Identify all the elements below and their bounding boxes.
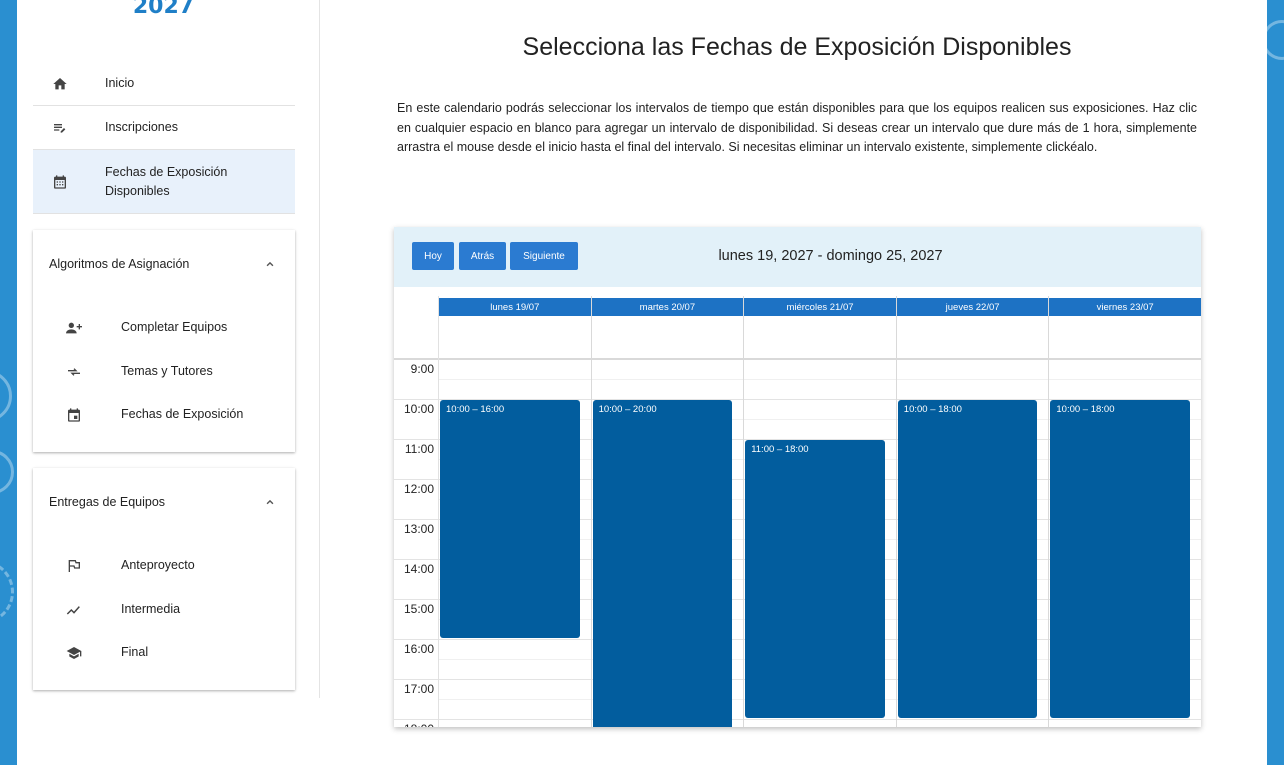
app-frame: 2027 Inicio Inscripciones Fechas de Expo… — [17, 0, 1267, 765]
nav-item-label: Fechas de Exposición Disponibles — [105, 164, 228, 198]
page-title: Selecciona las Fechas de Exposición Disp… — [522, 33, 1072, 61]
intro-text: En este calendario podrás seleccionar lo… — [397, 101, 1197, 155]
date-range-label: lunes 19, 2027 - domingo 25, 2027 — [718, 248, 943, 264]
grid-line — [394, 399, 1201, 400]
availability-interval[interactable]: 10:00 – 16:00 — [440, 400, 580, 638]
day-header: viernes 23/07 — [1049, 298, 1201, 316]
time-label: 14:00 — [403, 562, 434, 576]
availability-interval[interactable]: 10:00 – 18:00 — [897, 400, 1038, 718]
calendar-icon — [51, 173, 69, 191]
edit-list-icon — [51, 119, 69, 137]
chevron-up-icon[interactable] — [263, 495, 277, 509]
grid-line — [394, 719, 1201, 720]
time-label: 11:00 — [404, 442, 434, 456]
section-title[interactable]: Entregas de Equipos — [49, 495, 166, 509]
time-label: 9:00 — [410, 362, 434, 376]
next-button[interactable]: Siguiente — [510, 242, 578, 270]
grid-line — [438, 296, 439, 727]
grid-line — [394, 439, 1201, 440]
nav-item-inscripciones[interactable]: Inscripciones — [33, 106, 295, 150]
grid-line — [438, 419, 1201, 420]
sub-item-label: Final — [121, 645, 149, 659]
grid-line — [895, 296, 897, 727]
nav-item-fechas-disponibles[interactable]: Fechas de Exposición Disponibles — [33, 150, 295, 214]
calendar-toolbar: Hoy Atrás Siguiente lunes 19, 2027 - dom… — [394, 227, 1201, 287]
grid-line — [743, 296, 745, 727]
back-button[interactable]: Atrás — [459, 242, 506, 270]
time-label: 17:00 — [403, 682, 434, 696]
sub-item-completar-equipos[interactable]: Completar Equipos — [33, 308, 295, 348]
sidebar: 2027 Inicio Inscripciones Fechas de Expo… — [17, 0, 320, 698]
compare-arrows-icon — [65, 363, 83, 381]
time-label: 18:00 — [394, 722, 434, 727]
grid-line — [1048, 296, 1050, 727]
availability-interval[interactable]: 10:00 – 18:00 — [1050, 400, 1190, 718]
sub-item-fechas-exposicion[interactable]: Fechas de Exposición — [33, 395, 295, 435]
sub-item-label: Anteproyecto — [121, 558, 195, 572]
day-header: lunes 19/07 — [439, 298, 591, 316]
brand-year: 2027 — [132, 0, 195, 19]
sub-item-label: Temas y Tutores — [121, 364, 213, 378]
sub-item-label: Completar Equipos — [121, 320, 228, 334]
sub-item-temas-tutores[interactable]: Temas y Tutores — [33, 352, 295, 392]
time-label: 12:00 — [403, 482, 434, 496]
section-algoritmos: Algoritmos de Asignación Completar Equip… — [33, 230, 295, 452]
sub-item-label: Fechas de Exposición — [121, 407, 244, 421]
trending-icon — [65, 601, 83, 619]
grid-line — [590, 296, 592, 727]
grid-line — [438, 379, 1201, 380]
day-header: jueves 22/07 — [896, 298, 1049, 316]
time-label: 16:00 — [403, 642, 434, 656]
calendar-grid[interactable]: 9:00 10:00 11:00 12:00 13:00 14:00 15:00 16:00 1… — [394, 296, 1201, 727]
nav-item-label: Inscripciones — [105, 120, 178, 134]
nav-item-label: Inicio — [105, 76, 135, 90]
home-icon — [51, 75, 69, 93]
time-label: 15:00 — [403, 602, 434, 616]
today-button[interactable]: Hoy — [412, 242, 454, 270]
time-label: 13:00 — [403, 522, 434, 536]
group-add-icon — [65, 319, 83, 337]
sub-item-final[interactable]: Final — [33, 633, 295, 673]
availability-calendar: Hoy Atrás Siguiente lunes 19, 2027 - dom… — [394, 227, 1201, 727]
nav-item-inicio[interactable]: Inicio — [33, 62, 295, 106]
grid-line — [394, 358, 1201, 360]
flag-icon — [65, 557, 83, 575]
sub-item-anteproyecto[interactable]: Anteproyecto — [33, 546, 295, 586]
sub-item-label: Intermedia — [121, 602, 181, 616]
availability-interval[interactable]: 10:00 – 20:00 — [592, 400, 733, 727]
time-label: 10:00 — [403, 402, 434, 416]
graduation-cap-icon — [65, 644, 83, 662]
section-title[interactable]: Algoritmos de Asignación — [49, 257, 190, 271]
availability-interval[interactable]: 11:00 – 18:00 — [745, 440, 885, 718]
section-entregas: Entregas de Equipos Anteproyecto Interme… — [33, 468, 295, 690]
day-header: miércoles 21/07 — [744, 298, 896, 316]
event-icon — [65, 406, 83, 424]
day-header: martes 20/07 — [591, 298, 744, 316]
chevron-up-icon[interactable] — [263, 257, 277, 271]
sub-item-intermedia[interactable]: Intermedia — [33, 590, 295, 630]
